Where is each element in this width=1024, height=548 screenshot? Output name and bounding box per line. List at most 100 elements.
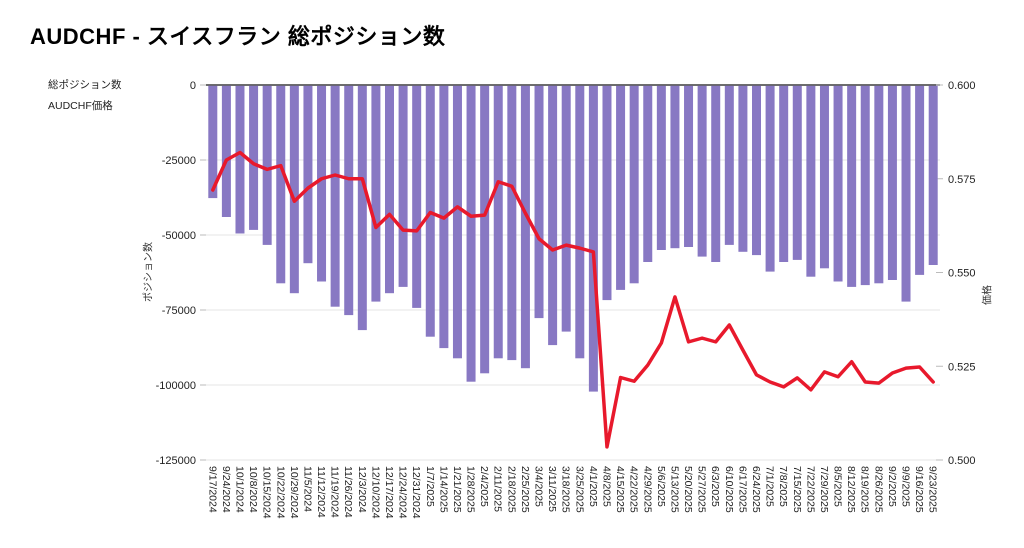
left-axis-tick-label: -50000 [162, 230, 196, 242]
x-axis-date-label: 7/22/2025 [804, 466, 816, 513]
position-bar [765, 85, 775, 272]
x-axis-date-label: 9/24/2024 [220, 466, 232, 513]
position-bar [847, 85, 857, 287]
position-bar [235, 85, 245, 234]
position-bar [330, 85, 340, 307]
position-bar [819, 85, 829, 269]
x-axis-date-label: 12/3/2024 [356, 466, 368, 513]
position-bar [588, 85, 598, 392]
x-axis-date-label: 3/11/2025 [546, 466, 558, 512]
x-axis-date-label: 10/22/2024 [274, 466, 286, 519]
x-axis-date-label: 12/17/2024 [383, 466, 395, 519]
position-bar [548, 85, 558, 346]
x-axis-date-label: 10/1/2024 [233, 466, 245, 513]
position-bar [357, 85, 367, 331]
x-axis-date-label: 7/29/2025 [818, 466, 830, 513]
x-axis-date-label: 6/3/2025 [709, 466, 721, 507]
position-bar [575, 85, 585, 359]
x-axis-date-label: 1/21/2025 [451, 466, 463, 513]
right-axis-tick-label: 0.550 [948, 268, 976, 280]
position-bar [520, 85, 530, 369]
left-axis-tick-label: -125000 [156, 455, 196, 467]
position-bar [643, 85, 653, 262]
position-bar [534, 85, 544, 319]
x-axis-date-label: 8/5/2025 [832, 466, 844, 507]
position-bar [412, 85, 422, 308]
position-bar [711, 85, 721, 262]
x-axis-date-label: 7/8/2025 [777, 466, 789, 507]
x-axis-date-label: 6/24/2025 [750, 466, 762, 513]
position-bar [792, 85, 802, 260]
x-axis-date-label: 8/26/2025 [872, 466, 884, 513]
position-bar [466, 85, 476, 382]
x-axis-date-label: 9/23/2025 [927, 466, 939, 513]
x-axis-date-label: 8/19/2025 [859, 466, 871, 513]
position-bar [724, 85, 734, 245]
x-axis-date-label: 1/28/2025 [465, 466, 477, 513]
position-bar [833, 85, 843, 282]
position-bar [874, 85, 884, 284]
x-axis-date-label: 5/20/2025 [682, 466, 694, 513]
x-axis-date-label: 10/29/2024 [288, 466, 300, 519]
position-bar [928, 85, 938, 265]
left-axis-tick-label: 0 [190, 80, 196, 92]
legend-item-price[interactable]: AUDCHF価格 [28, 95, 122, 116]
x-axis-date-label: 4/22/2025 [628, 466, 640, 513]
right-axis-tick-label: 0.500 [948, 455, 976, 467]
price-line [211, 150, 935, 449]
x-axis-date-label: 8/12/2025 [845, 466, 857, 513]
position-bar [561, 85, 571, 332]
left-axis-tick-label: -100000 [156, 380, 196, 392]
x-axis-date-label: 12/31/2024 [410, 466, 422, 519]
left-axis-tick-label: -75000 [162, 305, 196, 317]
x-axis-date-label: 2/11/2025 [492, 466, 504, 512]
position-bar [303, 85, 313, 264]
x-axis-date-label: 9/16/2025 [913, 466, 925, 513]
x-axis-date-label: 12/24/2024 [397, 466, 409, 519]
position-bar [385, 85, 394, 294]
position-bar [493, 85, 503, 359]
position-bar [670, 85, 680, 249]
position-bar [629, 85, 639, 284]
x-axis-date-label: 9/9/2025 [900, 466, 912, 507]
x-axis-date-label: 11/12/2024 [315, 466, 327, 518]
position-bar [656, 85, 666, 250]
right-axis-tick-label: 0.525 [948, 361, 976, 373]
x-axis-date-label: 9/2/2025 [886, 466, 898, 507]
right-axis-tick-label: 0.600 [948, 80, 976, 92]
position-bar [221, 85, 231, 217]
position-bar [249, 85, 259, 230]
legend-label-positions: 総ポジション数 [48, 79, 122, 91]
position-bar [452, 85, 462, 359]
legend-label-price: AUDCHF価格 [48, 100, 113, 112]
x-axis-date-label: 11/19/2024 [329, 466, 341, 518]
position-bar [344, 85, 354, 316]
right-axis-tick-label: 0.575 [948, 174, 976, 186]
position-bar [276, 85, 286, 284]
x-axis-date-label: 4/1/2025 [587, 466, 599, 507]
position-bar [507, 85, 517, 361]
position-bar [684, 85, 694, 247]
position-bar [860, 85, 870, 286]
x-axis-date-label: 3/18/2025 [560, 466, 572, 513]
position-bar [752, 85, 761, 256]
position-bar [602, 85, 612, 301]
x-axis-date-label: 2/18/2025 [505, 466, 517, 513]
legend-item-positions[interactable]: 総ポジション数 [28, 74, 122, 95]
x-axis-date-label: 4/29/2025 [641, 466, 653, 513]
x-axis-date-label: 11/5/2024 [301, 466, 313, 512]
position-bar [915, 85, 925, 275]
x-axis-date-label: 3/4/2025 [533, 466, 545, 507]
position-bar [398, 85, 408, 287]
x-axis-date-label: 10/15/2024 [261, 466, 273, 519]
x-axis-date-label: 2/4/2025 [478, 466, 490, 507]
position-bar [208, 85, 218, 199]
left-axis-tick-label: -25000 [162, 155, 196, 167]
x-axis-date-label: 3/25/2025 [573, 466, 585, 513]
page-title: AUDCHF - スイスフラン 総ポジション数 [30, 24, 446, 49]
x-axis-date-label: 12/10/2024 [369, 466, 381, 519]
position-bar [697, 85, 707, 257]
x-axis-date-label: 9/17/2024 [206, 466, 218, 513]
x-axis-date-label: 6/17/2025 [736, 466, 748, 513]
